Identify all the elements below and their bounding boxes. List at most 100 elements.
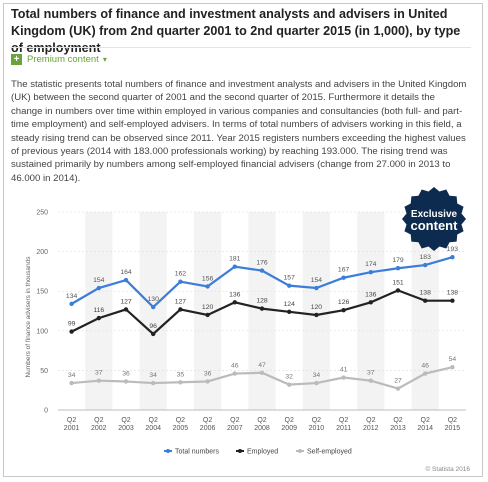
data-point[interactable]	[423, 262, 428, 268]
data-point[interactable]	[314, 380, 319, 386]
data-point[interactable]	[205, 284, 210, 289]
data-point[interactable]	[232, 264, 237, 269]
data-point[interactable]	[151, 380, 156, 386]
data-point[interactable]	[178, 279, 183, 284]
x-tick-label: Q2 2009	[281, 417, 297, 432]
plus-icon: +	[11, 54, 22, 65]
data-label: 37	[95, 370, 103, 377]
legend-item[interactable]: Employed	[236, 449, 278, 456]
data-point[interactable]	[69, 329, 74, 334]
data-label: 136	[229, 291, 241, 298]
data-point[interactable]	[123, 307, 129, 312]
data-point[interactable]	[341, 308, 346, 313]
data-point[interactable]	[123, 277, 129, 283]
data-point[interactable]	[450, 298, 455, 303]
legend-item[interactable]: Total numbers	[164, 449, 219, 456]
data-point[interactable]	[178, 307, 183, 312]
data-point[interactable]	[423, 298, 428, 303]
data-point[interactable]	[259, 370, 265, 375]
data-point[interactable]	[395, 386, 401, 391]
divider	[11, 47, 471, 48]
chevron-down-icon: ▾	[102, 55, 107, 64]
data-point[interactable]	[205, 312, 210, 318]
data-point[interactable]	[395, 288, 401, 293]
data-point[interactable]	[314, 285, 319, 291]
data-point[interactable]	[232, 300, 237, 305]
x-tick-label: Q2 2002	[91, 417, 107, 432]
data-point[interactable]	[259, 268, 265, 273]
data-label: 138	[420, 290, 432, 297]
badge-starburst-icon	[402, 187, 466, 251]
data-point[interactable]	[96, 378, 102, 383]
data-point[interactable]	[232, 371, 237, 376]
data-label: 35	[177, 371, 185, 378]
data-label: 96	[149, 323, 157, 330]
series-total-numbers: 134 154 164 130 162 156 181 176 157 154 167 174 179 1…	[66, 246, 458, 310]
data-point[interactable]	[123, 379, 129, 384]
data-label: 127	[120, 298, 132, 305]
data-point[interactable]	[395, 266, 401, 271]
data-point[interactable]	[69, 301, 74, 307]
legend[interactable]: Total numbers Employed Self-employed	[164, 449, 352, 456]
x-tick-label: Q2 2005	[173, 417, 189, 432]
badge-line-1: Exclusive	[411, 209, 458, 220]
data-point[interactable]	[287, 382, 292, 387]
data-label: 181	[229, 256, 241, 263]
x-tick-label: Q2 2001	[64, 417, 80, 432]
data-label: 176	[256, 260, 268, 267]
data-label: 156	[202, 275, 214, 282]
data-point[interactable]	[423, 371, 428, 376]
x-tick-label: Q2 2012	[363, 417, 379, 432]
data-point[interactable]	[259, 306, 265, 311]
data-point[interactable]	[205, 379, 210, 384]
data-point[interactable]	[69, 380, 74, 386]
data-point[interactable]	[450, 254, 455, 260]
data-label: 41	[340, 367, 348, 374]
data-label: 174	[365, 261, 377, 268]
data-label: 138	[447, 290, 459, 297]
data-label: 128	[256, 298, 268, 305]
y-tick-label: 250	[36, 210, 48, 217]
data-point[interactable]	[151, 331, 156, 337]
data-point[interactable]	[178, 380, 183, 385]
data-label: 124	[284, 301, 296, 308]
data-label: 37	[367, 370, 375, 377]
badge-line-2: content	[411, 218, 459, 233]
legend-marker	[166, 449, 170, 453]
data-point[interactable]	[96, 285, 102, 291]
category-band	[302, 212, 330, 410]
data-point[interactable]	[450, 365, 455, 370]
legend-item[interactable]: Self-employed	[296, 449, 352, 456]
premium-content-toggle[interactable]: + Premium content ▾	[11, 54, 107, 65]
data-label: 32	[285, 374, 293, 381]
x-tick-label: Q2 2011	[336, 417, 351, 432]
category-band	[85, 212, 113, 410]
legend-label: Self-employed	[307, 449, 352, 456]
exclusive-content-badge: Exclusive content	[402, 187, 466, 251]
data-point[interactable]	[314, 312, 319, 318]
data-point[interactable]	[287, 309, 292, 314]
data-label: 154	[311, 277, 323, 284]
x-tick-label: Q2 2010	[309, 417, 325, 432]
category-band	[139, 212, 167, 410]
data-point[interactable]	[368, 269, 373, 275]
data-point[interactable]	[287, 283, 292, 288]
data-label: 127	[175, 298, 187, 305]
data-label: 183	[420, 254, 432, 261]
data-label: 167	[338, 267, 350, 274]
data-point[interactable]	[151, 304, 156, 310]
data-point[interactable]	[341, 275, 346, 280]
data-label: 179	[392, 257, 404, 264]
data-point[interactable]	[368, 378, 373, 383]
y-tick-label: 50	[40, 368, 48, 375]
data-point[interactable]	[341, 375, 346, 380]
data-label: 120	[202, 304, 214, 311]
data-label: 116	[93, 307, 104, 314]
x-tick-label: Q2 2013	[390, 417, 406, 432]
source-credit: © Statista 2016	[425, 465, 470, 473]
x-tick-label: Q2 2003	[118, 417, 134, 432]
data-point[interactable]	[96, 315, 102, 321]
data-point[interactable]	[368, 300, 373, 305]
x-tick-label: Q2 2015	[445, 417, 461, 432]
legend-label: Total numbers	[175, 449, 219, 456]
